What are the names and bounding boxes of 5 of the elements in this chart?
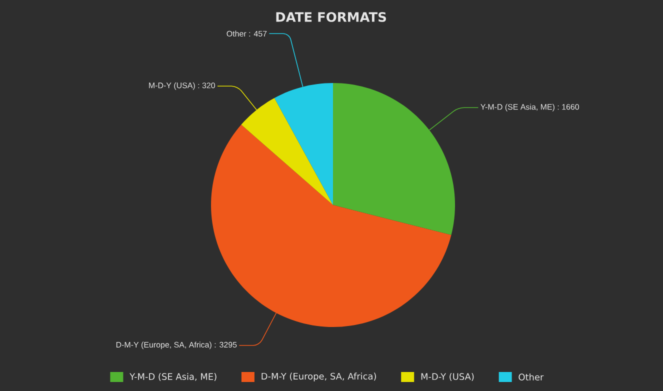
legend-label: Y-M-D (SE Asia, ME) [130, 373, 216, 382]
legend-label: D-M-Y (Europe, SA, Africa) [262, 372, 376, 382]
legend-label: Other [518, 374, 544, 380]
chart-title: DATE FORMATS [276, 12, 386, 22]
legend-label: M-D-Y (USA) [421, 373, 474, 381]
